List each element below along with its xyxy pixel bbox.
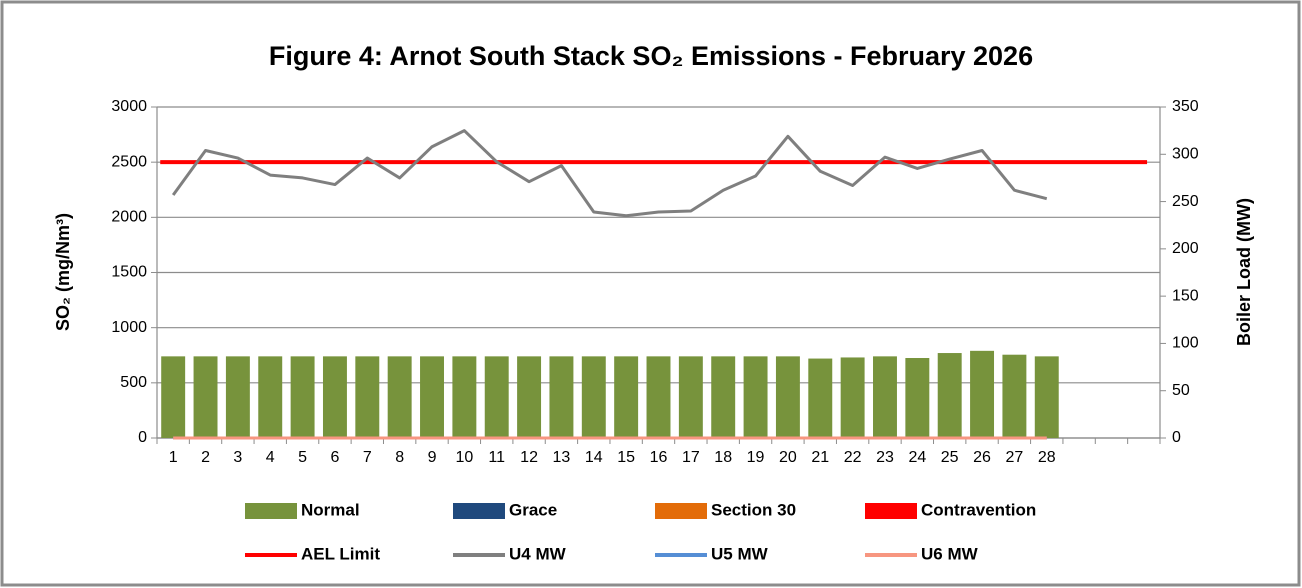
y2-tick-label: 150 bbox=[1172, 287, 1199, 304]
legend-label: AEL Limit bbox=[301, 544, 380, 563]
bar bbox=[1034, 356, 1059, 438]
x-tick-label: 6 bbox=[330, 449, 339, 466]
x-tick-label: 26 bbox=[973, 449, 991, 466]
y-tick-label: 1500 bbox=[111, 264, 147, 281]
x-tick-label: 8 bbox=[395, 449, 404, 466]
bar bbox=[905, 358, 930, 438]
legend-swatch bbox=[655, 503, 707, 519]
bar bbox=[161, 356, 186, 438]
bar bbox=[581, 356, 606, 438]
x-tick-label: 4 bbox=[266, 449, 275, 466]
line-series bbox=[171, 129, 1048, 218]
bar bbox=[970, 350, 995, 438]
y2-tick-label: 200 bbox=[1172, 240, 1199, 257]
x-tick-label: 25 bbox=[941, 449, 959, 466]
y-tick-label: 2000 bbox=[111, 209, 147, 226]
x-tick-label: 10 bbox=[455, 449, 473, 466]
x-tick-label: 27 bbox=[1006, 449, 1024, 466]
x-tick-label: 13 bbox=[553, 449, 571, 466]
y2-axis-title: Boiler Load (MW) bbox=[1234, 198, 1254, 346]
bar bbox=[355, 356, 380, 438]
bar bbox=[484, 356, 509, 438]
x-tick-label: 1 bbox=[169, 449, 178, 466]
bar bbox=[322, 356, 347, 438]
x-tick-label: 12 bbox=[520, 449, 538, 466]
legend-swatch bbox=[245, 503, 297, 519]
bar bbox=[517, 356, 542, 438]
y-tick-label: 3000 bbox=[111, 98, 147, 115]
chart-title: Figure 4: Arnot South Stack SO₂ Emission… bbox=[269, 41, 1033, 71]
y2-tick-label: 250 bbox=[1172, 193, 1199, 210]
bar bbox=[1002, 354, 1027, 438]
bar bbox=[775, 356, 800, 438]
y2-tick-label: 300 bbox=[1172, 146, 1199, 163]
y2-tick-label: 100 bbox=[1172, 335, 1199, 352]
y-tick-label: 500 bbox=[120, 374, 147, 391]
bar bbox=[258, 356, 283, 438]
bar bbox=[452, 356, 477, 438]
legend-label: U5 MW bbox=[711, 544, 769, 563]
y-tick-label: 0 bbox=[138, 429, 147, 446]
bar bbox=[937, 353, 962, 438]
legend-swatch bbox=[453, 503, 505, 519]
x-tick-label: 18 bbox=[714, 449, 732, 466]
legend-label: U6 MW bbox=[921, 544, 979, 563]
x-tick-label: 19 bbox=[747, 449, 765, 466]
bar bbox=[225, 356, 250, 438]
y-tick-label: 2500 bbox=[111, 153, 147, 170]
x-tick-label: 17 bbox=[682, 449, 700, 466]
x-tick-label: 16 bbox=[650, 449, 668, 466]
y2-tick-label: 350 bbox=[1172, 98, 1199, 115]
x-tick-label: 14 bbox=[585, 449, 603, 466]
x-tick-label: 20 bbox=[779, 449, 797, 466]
x-tick-label: 9 bbox=[428, 449, 437, 466]
x-tick-label: 5 bbox=[298, 449, 307, 466]
bar bbox=[711, 356, 736, 438]
bar bbox=[678, 356, 703, 438]
y-axis-title: SO₂ (mg/Nm³) bbox=[53, 213, 73, 331]
legend-label: Normal bbox=[301, 500, 360, 519]
bar bbox=[420, 356, 444, 438]
bar bbox=[549, 356, 574, 438]
bar bbox=[387, 356, 412, 438]
y-tick-label: 1000 bbox=[111, 319, 147, 336]
bar bbox=[873, 356, 897, 438]
bar bbox=[614, 356, 639, 438]
bar bbox=[743, 356, 768, 438]
legend-swatch bbox=[865, 503, 917, 519]
x-tick-label: 22 bbox=[844, 449, 862, 466]
x-tick-label: 7 bbox=[363, 449, 372, 466]
bar bbox=[646, 356, 671, 438]
x-tick-label: 15 bbox=[617, 449, 635, 466]
x-tick-label: 28 bbox=[1038, 449, 1056, 466]
legend-label: U4 MW bbox=[509, 544, 567, 563]
bar bbox=[193, 356, 218, 438]
legend-label: Grace bbox=[509, 500, 557, 519]
x-tick-label: 24 bbox=[908, 449, 926, 466]
bar bbox=[840, 357, 865, 438]
legend-label: Contravention bbox=[921, 500, 1036, 519]
legend-label: Section 30 bbox=[711, 500, 796, 519]
bar bbox=[808, 358, 833, 438]
x-tick-label: 3 bbox=[233, 449, 242, 466]
bar bbox=[290, 356, 315, 438]
x-tick-label: 2 bbox=[201, 449, 210, 466]
x-tick-label: 11 bbox=[488, 449, 505, 466]
x-tick-label: 23 bbox=[876, 449, 894, 466]
y2-tick-label: 50 bbox=[1172, 382, 1190, 399]
x-tick-label: 21 bbox=[811, 449, 829, 466]
y2-tick-label: 0 bbox=[1172, 429, 1181, 446]
